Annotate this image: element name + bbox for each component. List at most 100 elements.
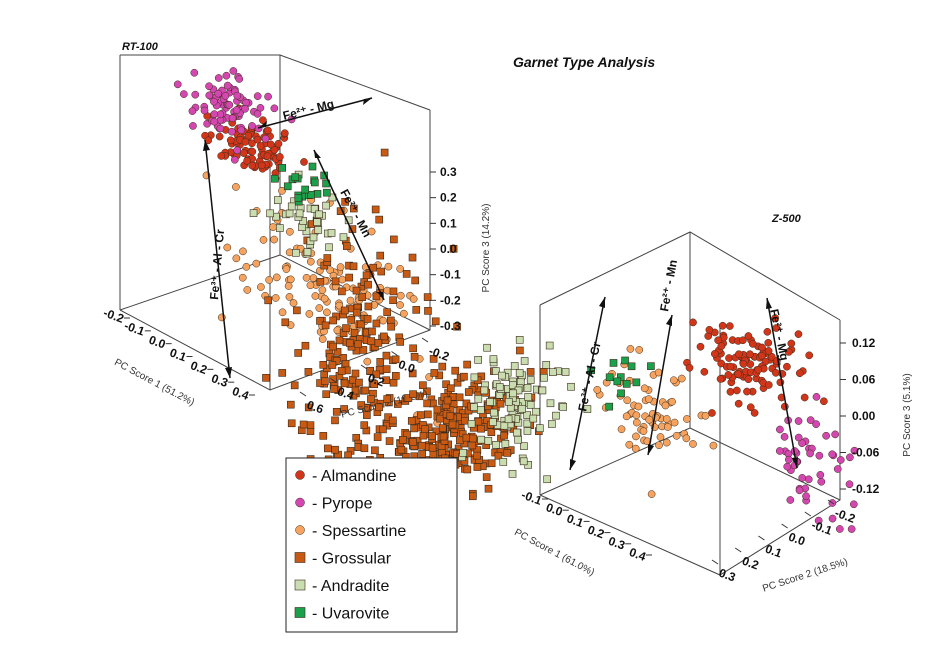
- point-andradite: [474, 395, 483, 403]
- point-grossular: [439, 432, 448, 441]
- point-grossular: [398, 436, 407, 444]
- point-spessartine: [682, 434, 691, 443]
- point-pyrope: [214, 74, 223, 82]
- point-pyrope: [775, 447, 784, 455]
- point-spessartine: [306, 281, 315, 290]
- point-almandine: [820, 397, 828, 406]
- point-andradite: [559, 403, 567, 411]
- point-grossular: [351, 386, 360, 395]
- point-pyrope: [828, 450, 837, 459]
- panel-2-y-tick-label: -0.2: [833, 506, 858, 526]
- point-grossular: [469, 434, 477, 443]
- point-grossular: [382, 351, 391, 360]
- point-andradite: [492, 367, 500, 375]
- point-andradite: [499, 458, 508, 466]
- point-grossular: [333, 347, 342, 356]
- point-pyrope: [233, 146, 242, 155]
- panel-2-label-fe-mn: Fe²⁺ - Mn: [657, 259, 680, 313]
- point-grossular: [462, 433, 471, 442]
- point-pyrope: [783, 462, 792, 471]
- point-grossular: [338, 287, 346, 296]
- point-almandine: [734, 370, 743, 378]
- point-spessartine: [396, 291, 405, 300]
- point-almandine: [725, 354, 733, 362]
- point-almandine: [717, 342, 726, 351]
- point-andradite: [509, 381, 517, 390]
- point-grossular: [329, 375, 337, 383]
- point-andradite: [480, 386, 489, 395]
- point-spessartine: [617, 425, 626, 434]
- point-spessartine: [409, 295, 418, 303]
- point-spessartine: [655, 441, 663, 450]
- point-andradite: [276, 224, 284, 232]
- panel-2-subtitle: Z-500: [771, 213, 802, 225]
- legend-uvarovite-marker: [294, 607, 306, 618]
- point-spessartine: [635, 346, 644, 354]
- point-pyrope: [833, 465, 842, 473]
- point-almandine: [263, 152, 272, 161]
- point-almandine: [787, 339, 796, 348]
- point-uvarovite: [605, 402, 614, 411]
- panel-1-y-tick-label: 0.0: [396, 357, 417, 376]
- point-grossular: [345, 273, 353, 282]
- point-grossular: [464, 388, 473, 396]
- point-andradite: [314, 226, 323, 234]
- point-spessartine: [284, 282, 293, 290]
- point-grossular: [331, 277, 340, 286]
- point-almandine: [248, 161, 256, 170]
- point-andradite: [543, 475, 552, 484]
- point-andradite: [513, 428, 521, 437]
- point-grossular: [342, 242, 351, 250]
- point-pyrope: [205, 82, 213, 91]
- point-pyrope: [802, 492, 810, 501]
- point-grossular: [482, 473, 491, 481]
- point-almandine: [764, 338, 773, 347]
- legend-andradite-label: - Andradite: [312, 578, 389, 595]
- point-spessartine: [669, 376, 678, 385]
- point-almandine: [275, 153, 284, 161]
- panel-1-z-tick-label: -0.1: [440, 268, 461, 282]
- panel-2-x-tick-label: 0.0: [544, 500, 565, 519]
- point-grossular: [516, 346, 524, 355]
- point-pyrope: [836, 456, 845, 464]
- point-almandine: [696, 342, 705, 351]
- point-almandine: [685, 363, 694, 372]
- point-spessartine: [311, 292, 320, 300]
- point-almandine: [710, 349, 719, 358]
- point-pyrope: [253, 92, 262, 101]
- point-spessartine: [338, 275, 347, 284]
- point-pyrope: [812, 420, 820, 428]
- point-grossular: [477, 424, 485, 433]
- point-grossular: [337, 367, 346, 375]
- point-spessartine: [663, 423, 672, 431]
- point-grossular: [345, 339, 354, 347]
- point-andradite: [515, 336, 524, 344]
- point-spessartine: [661, 401, 670, 410]
- point-grossular: [448, 420, 457, 429]
- point-grossular: [349, 262, 358, 271]
- point-grossular: [290, 381, 299, 390]
- point-pyrope: [817, 477, 826, 486]
- point-almandine: [257, 161, 266, 170]
- point-grossular: [321, 377, 329, 385]
- point-grossular: [389, 287, 398, 296]
- point-grossular: [367, 337, 376, 345]
- point-andradite: [292, 249, 300, 257]
- point-spessartine: [631, 444, 640, 453]
- panel-1-z-axis-label: PC Score 3 (14.2%): [481, 204, 492, 293]
- panel-1-z-tick-label: 0.1: [440, 216, 457, 230]
- legend-spessartine-label: - Spessartine: [312, 523, 406, 540]
- point-grossular: [362, 271, 371, 280]
- point-grossular: [354, 340, 363, 349]
- point-almandine: [280, 129, 289, 138]
- point-almandine: [767, 352, 776, 361]
- point-pyrope: [828, 514, 837, 523]
- point-grossular: [357, 401, 365, 409]
- point-grossular: [372, 319, 381, 328]
- point-uvarovite: [294, 194, 303, 202]
- point-grossular: [429, 450, 438, 458]
- panel-1-z-tick-label: 0.0: [440, 242, 457, 256]
- point-grossular: [294, 349, 302, 357]
- point-grossular: [387, 322, 395, 331]
- point-grossular: [404, 394, 413, 402]
